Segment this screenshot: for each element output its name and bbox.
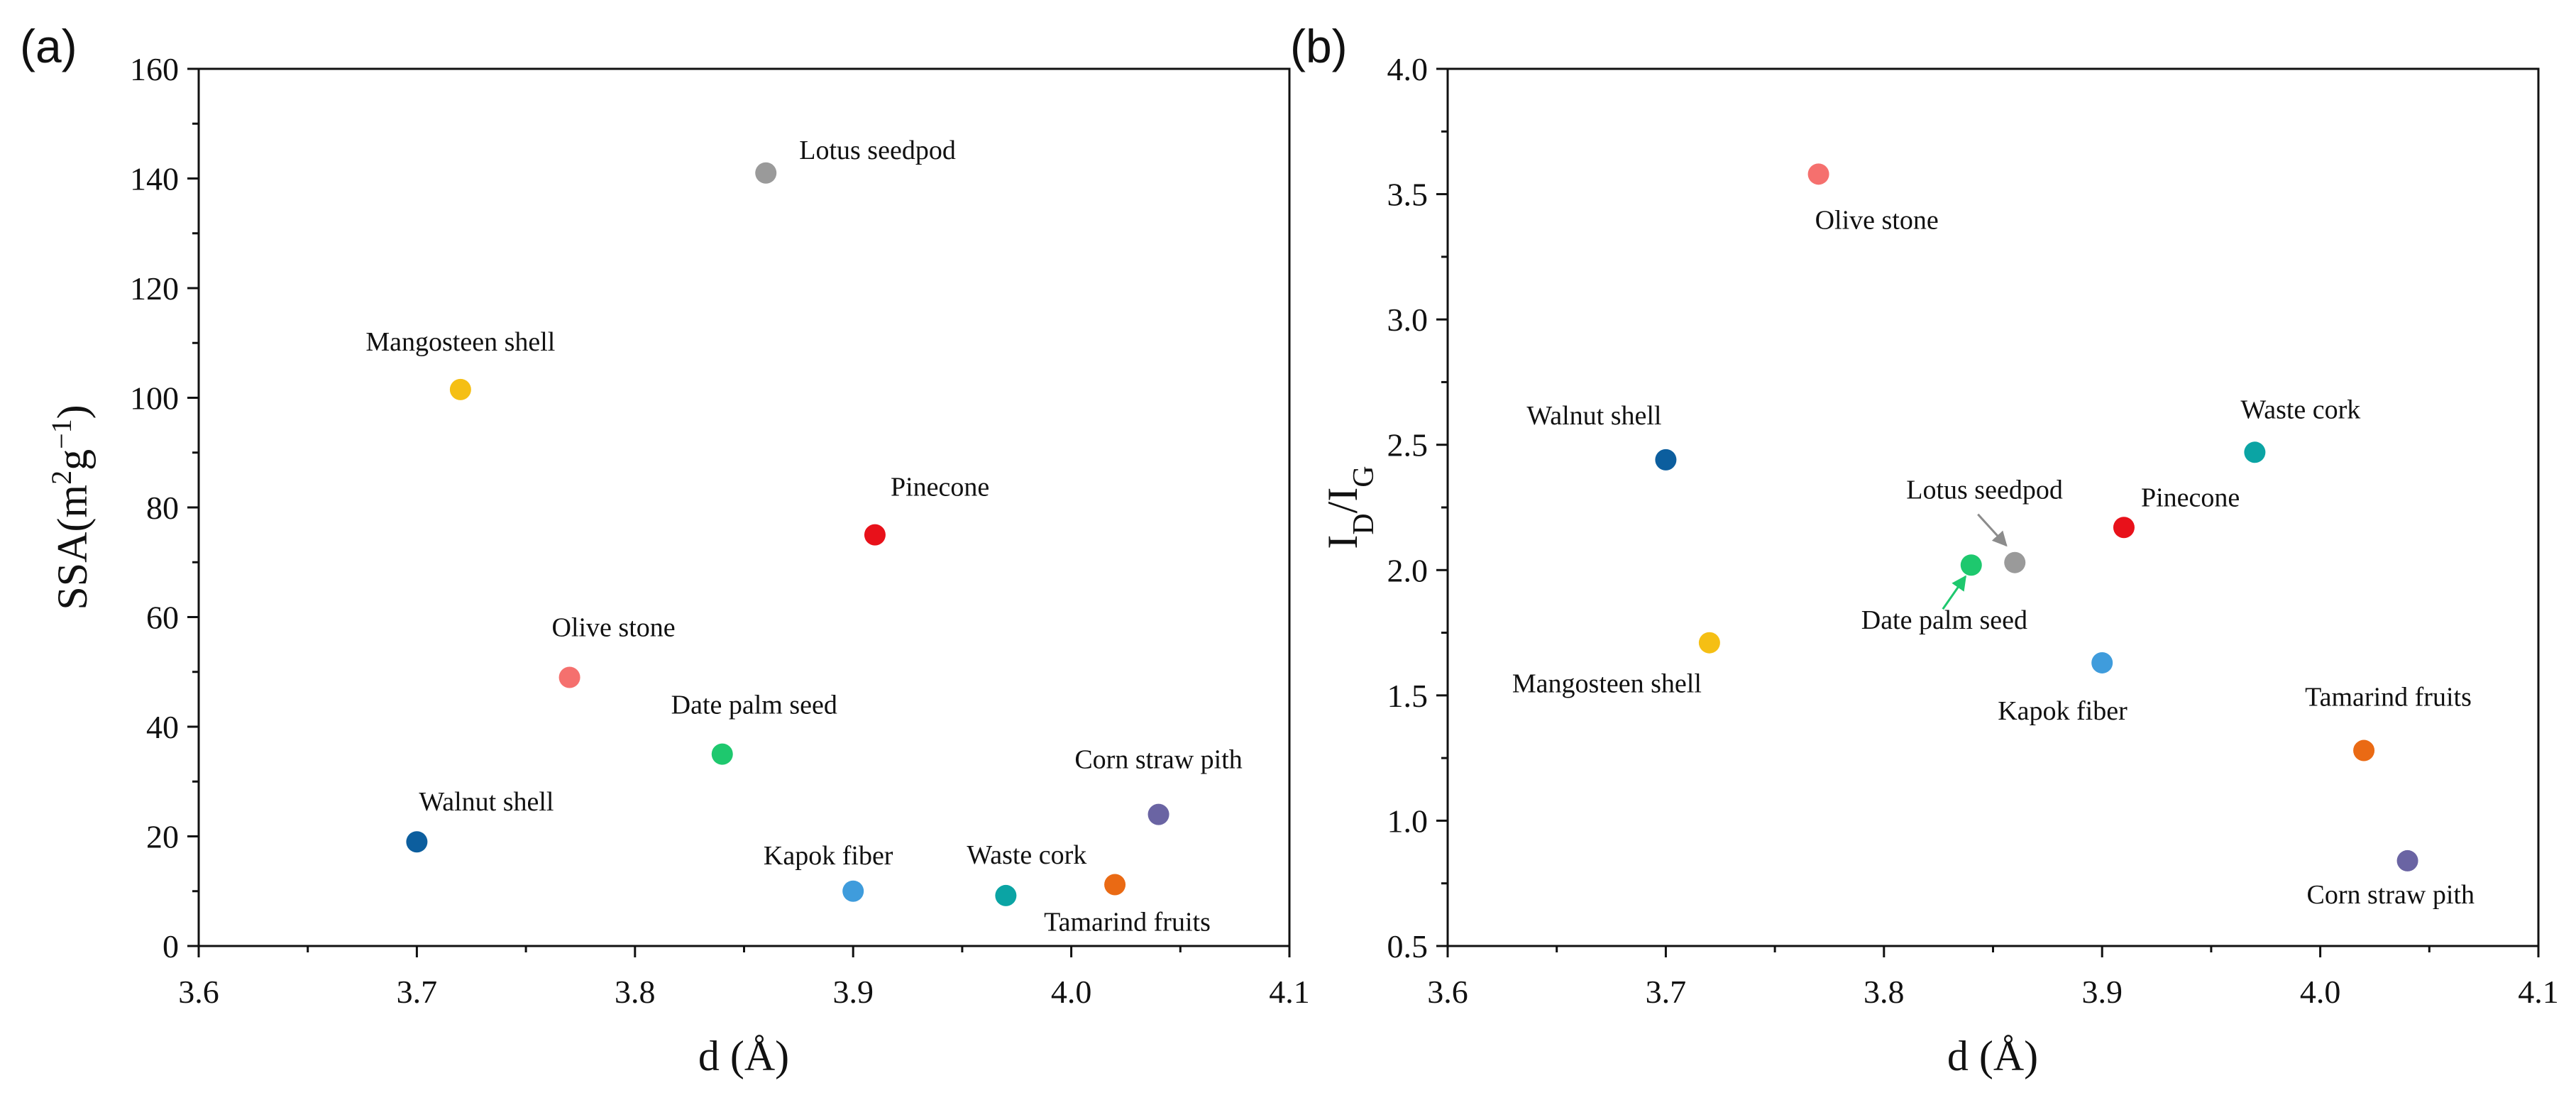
panel-b-point — [1655, 449, 1677, 471]
panel-b-point-label: Kapok fiber — [1998, 696, 2128, 726]
panel-b-annotation-arrows — [1942, 513, 2008, 610]
panel-b-point-label: Olive stone — [1815, 205, 1939, 235]
panel-a-y-ticks: 0 20 40 60 80 100 120 140 160 — [130, 51, 199, 964]
panel-b-x-tick-label: 3.6 — [1427, 974, 1468, 1010]
panel-a-point — [449, 378, 471, 400]
panel-b-y-tick-label: 2.5 — [1387, 427, 1429, 463]
panel-a-y-tick-label: 80 — [146, 490, 179, 526]
panel-a-point — [842, 880, 864, 902]
panel-a-x-tick-label: 4.0 — [1051, 974, 1092, 1010]
panel-b-y-tick-label: 1.5 — [1387, 678, 1429, 714]
panel-a-point-label: Waste cork — [967, 840, 1086, 870]
panel-b-plot-frame — [1446, 67, 2540, 947]
panel-a-points — [406, 162, 1169, 906]
panel-b-point — [2113, 517, 2135, 539]
panel-a-point-label: Kapok fiber — [764, 841, 893, 871]
panel-a-point — [558, 666, 580, 688]
panel-b-point-label: Date palm seed — [1861, 605, 2027, 635]
panel-b-scatter: (b) 3.6 3.7 3.8 3.9 4.0 4.1 0.5 1.0 1.5 2.0 2.5 3.… — [1290, 20, 2559, 1079]
panel-a-point — [406, 831, 428, 853]
panel-b-y-tick-label: 1.0 — [1387, 803, 1429, 839]
panel-b-point-label: Mangosteen shell — [1512, 669, 1702, 699]
panel-b-x-ticks: 3.6 3.7 3.8 3.9 4.0 4.1 — [1427, 946, 2559, 1010]
panel-a-point — [995, 884, 1017, 906]
panel-b-point — [1807, 163, 1829, 185]
panel-b-x-tick-label: 4.0 — [2300, 974, 2341, 1010]
panel-a-point — [1147, 803, 1169, 825]
panel-a-y-tick-label: 20 — [146, 819, 179, 855]
panel-a-point-label: Tamarind fruits — [1044, 907, 1211, 937]
panel-a-x-axis-title: d (Å) — [698, 1033, 789, 1079]
panel-a-point-label: Corn straw pith — [1074, 745, 1242, 775]
panel-a-x-tick-label: 3.7 — [397, 974, 438, 1010]
panel-a-letter: (a) — [20, 20, 77, 72]
panel-a-y-tick-label: 160 — [130, 51, 179, 87]
panel-a-y-tick-label: 40 — [146, 709, 179, 745]
panel-b-point — [2004, 551, 2026, 573]
panel-b-y-ticks: 0.5 1.0 1.5 2.0 2.5 3.0 3.5 4.0 — [1387, 51, 1448, 964]
panel-b-point-label: Lotus seedpod — [1906, 475, 2063, 505]
panel-a-x-tick-label: 3.8 — [615, 974, 656, 1010]
lotus-seedpod-arrow — [1977, 513, 2008, 547]
panel-b-y-axis-title: ID/IG — [1319, 466, 1380, 549]
panel-a-point — [864, 524, 886, 546]
date-palm-seed-arrow — [1942, 575, 1966, 610]
panel-b-point — [2091, 651, 2113, 673]
panel-b-y-tick-label: 3.5 — [1387, 177, 1429, 213]
panel-a-point-label: Walnut shell — [419, 787, 554, 817]
panel-b-point-label: Waste cork — [2240, 395, 2360, 424]
panel-b-points — [1655, 163, 2418, 871]
panel-a-point-label: Olive stone — [552, 612, 676, 642]
panel-a-y-tick-label: 60 — [146, 600, 179, 636]
panel-b-y-tick-label: 4.0 — [1387, 51, 1429, 87]
panel-a-point-label: Lotus seedpod — [799, 136, 956, 165]
panel-a-x-ticks: 3.6 3.7 3.8 3.9 4.0 4.1 — [178, 946, 1310, 1010]
panel-b-x-tick-label: 3.7 — [1646, 974, 1687, 1010]
panel-b-point-label: Tamarind fruits — [2305, 683, 2472, 713]
panel-b-x-tick-label: 3.9 — [2081, 974, 2123, 1010]
panel-a-y-tick-label: 140 — [130, 161, 179, 197]
panel-b-x-tick-label: 3.8 — [1864, 974, 1905, 1010]
panel-a-scatter: (a) 3.6 3.7 3.8 3.9 4.0 4.1 0 20 40 60 80 100 120 14… — [20, 20, 1310, 1079]
panel-a-point — [755, 162, 777, 184]
panel-b-point-label: Corn straw pith — [2307, 880, 2475, 910]
panel-a-x-tick-label: 4.1 — [1269, 974, 1310, 1010]
panel-a-x-tick-label: 3.6 — [178, 974, 219, 1010]
panel-a-point-label: Mangosteen shell — [365, 327, 555, 357]
panel-b-y-tick-label: 0.5 — [1387, 928, 1429, 964]
panel-b-point-label: Pinecone — [2141, 483, 2240, 512]
panel-b-point — [2244, 441, 2266, 463]
panel-b-point-labels: Olive stone Walnut shell Waste cork Lotus s… — [1512, 205, 2475, 910]
panel-b-point — [2353, 739, 2375, 761]
panel-a-point-label: Pinecone — [891, 473, 989, 502]
panel-a-x-tick-label: 3.9 — [832, 974, 874, 1010]
panel-a-point — [711, 743, 733, 765]
panel-a-y-tick-label: 120 — [130, 270, 179, 307]
panel-b-letter: (b) — [1290, 20, 1348, 72]
panel-a-point-labels: Lotus seedpod Mangosteen shell Pinecone Oli… — [365, 136, 1242, 937]
panel-a-y-axis-title: SSA(m2g−1) — [45, 405, 97, 610]
panel-b-y-tick-label: 2.0 — [1387, 552, 1429, 588]
panel-b-x-tick-label: 4.1 — [2518, 974, 2559, 1010]
panel-b-point-label: Walnut shell — [1526, 401, 1661, 431]
panel-a-point — [1104, 874, 1126, 896]
panel-b-point — [2396, 849, 2418, 871]
panel-b-point — [1960, 554, 1982, 576]
panel-b-y-tick-label: 3.0 — [1387, 302, 1429, 338]
panel-b-x-axis-title: d (Å) — [1947, 1033, 2038, 1079]
panel-a-plot-frame — [197, 67, 1291, 947]
panel-a-y-tick-label: 0 — [163, 928, 179, 964]
panel-a-y-tick-label: 100 — [130, 380, 179, 417]
panel-a-point-label: Date palm seed — [671, 691, 837, 720]
panel-b-point — [1698, 632, 1720, 654]
